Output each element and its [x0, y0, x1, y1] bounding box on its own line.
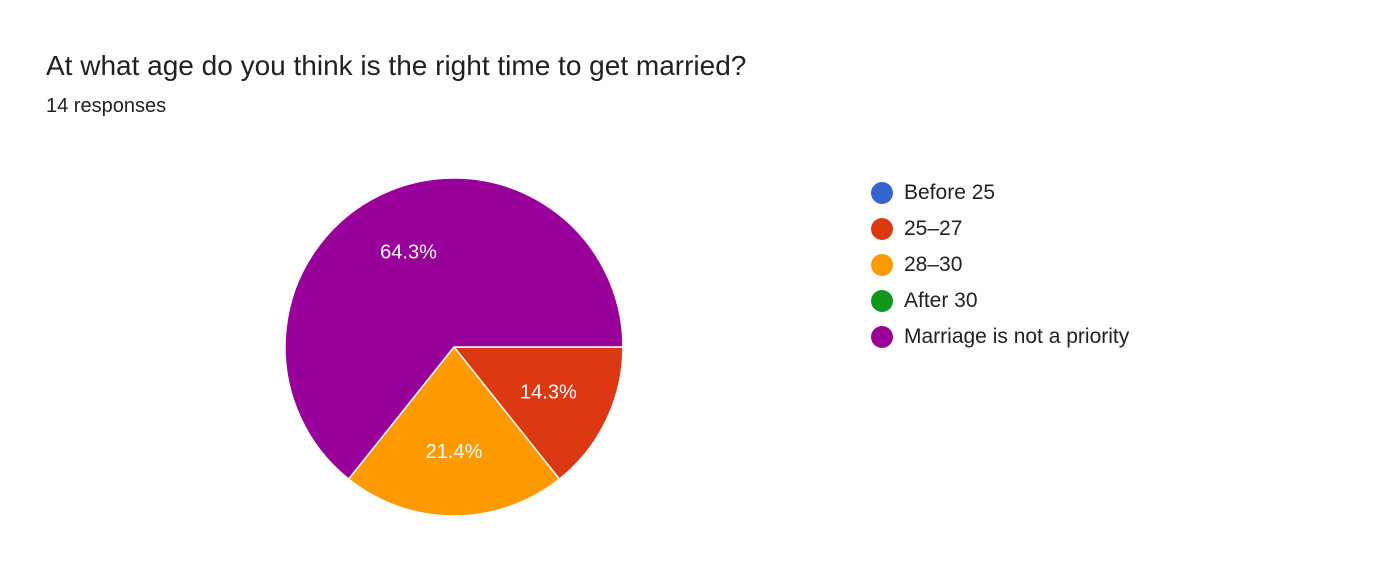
pie-label-marriage-is-not-a-priority: 64.3%: [380, 242, 437, 264]
legend-item-after-30[interactable]: After 30: [871, 283, 1291, 319]
legend-item-marriage-is-not-a-priority[interactable]: Marriage is not a priority: [871, 319, 1291, 355]
legend-swatch-icon: [871, 182, 893, 204]
response-count: 14 responses: [46, 95, 167, 117]
legend-swatch-icon: [871, 218, 893, 240]
legend-swatch-icon: [871, 254, 893, 276]
pie-slice-marriage-is-not-a-priority[interactable]: [284, 177, 624, 481]
legend-label: Before 25: [904, 181, 996, 204]
question-title: At what age do you think is the right ti…: [46, 50, 747, 81]
legend-label: 28–30: [904, 253, 963, 276]
pie-label-25-27: 14.3%: [520, 382, 577, 404]
pie-slices: [284, 177, 624, 517]
legend-swatch-icon: [871, 326, 893, 348]
legend-label: After 30: [904, 289, 978, 312]
legend-label: Marriage is not a priority: [904, 325, 1130, 348]
legend-item-before-25[interactable]: Before 25: [871, 175, 1291, 211]
pie-label-28-30: 21.4%: [426, 441, 483, 463]
pie-slice-labels: 14.3% 21.4% 64.3%: [380, 242, 577, 463]
pie-slice-28-30[interactable]: [347, 345, 561, 517]
legend-item-25-27[interactable]: 25–27: [871, 211, 1291, 247]
legend-swatch-icon: [871, 290, 893, 312]
chart-legend: Before 25 25–27 28–30 After 30 Marriage is n…: [871, 175, 1291, 355]
legend-item-28-30[interactable]: 28–30: [871, 247, 1291, 283]
pie-slice-25-27[interactable]: [452, 346, 624, 481]
legend-label: 25–27: [904, 217, 963, 240]
